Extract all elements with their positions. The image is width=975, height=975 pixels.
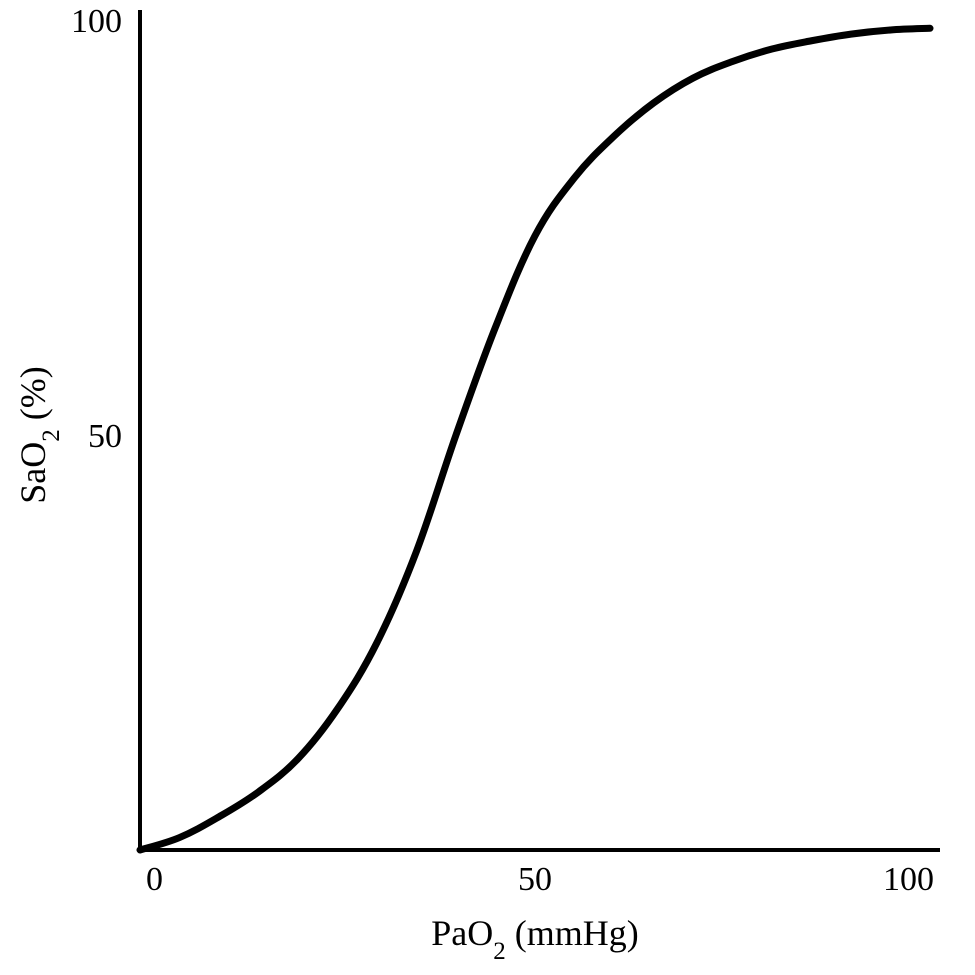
x-tick-label: 0: [146, 861, 163, 898]
y-tick-labels: 50 100: [71, 3, 122, 455]
y-tick-label: 50: [88, 418, 122, 455]
y-axis-label: SaO2 (%): [13, 366, 65, 503]
dissociation-curve: [140, 28, 930, 850]
x-tick-label: 50: [518, 861, 552, 898]
x-tick-labels: 0 50 100: [146, 861, 934, 898]
oxygen-dissociation-chart: 0 50 100 50 100 PaO2 (mmHg) SaO2 (%): [0, 0, 975, 975]
x-axis-label: PaO2 (mmHg): [431, 913, 638, 965]
chart-container: { "chart": { "type": "line", "background…: [0, 0, 975, 975]
x-tick-label: 100: [883, 861, 934, 898]
y-tick-label: 100: [71, 3, 122, 40]
